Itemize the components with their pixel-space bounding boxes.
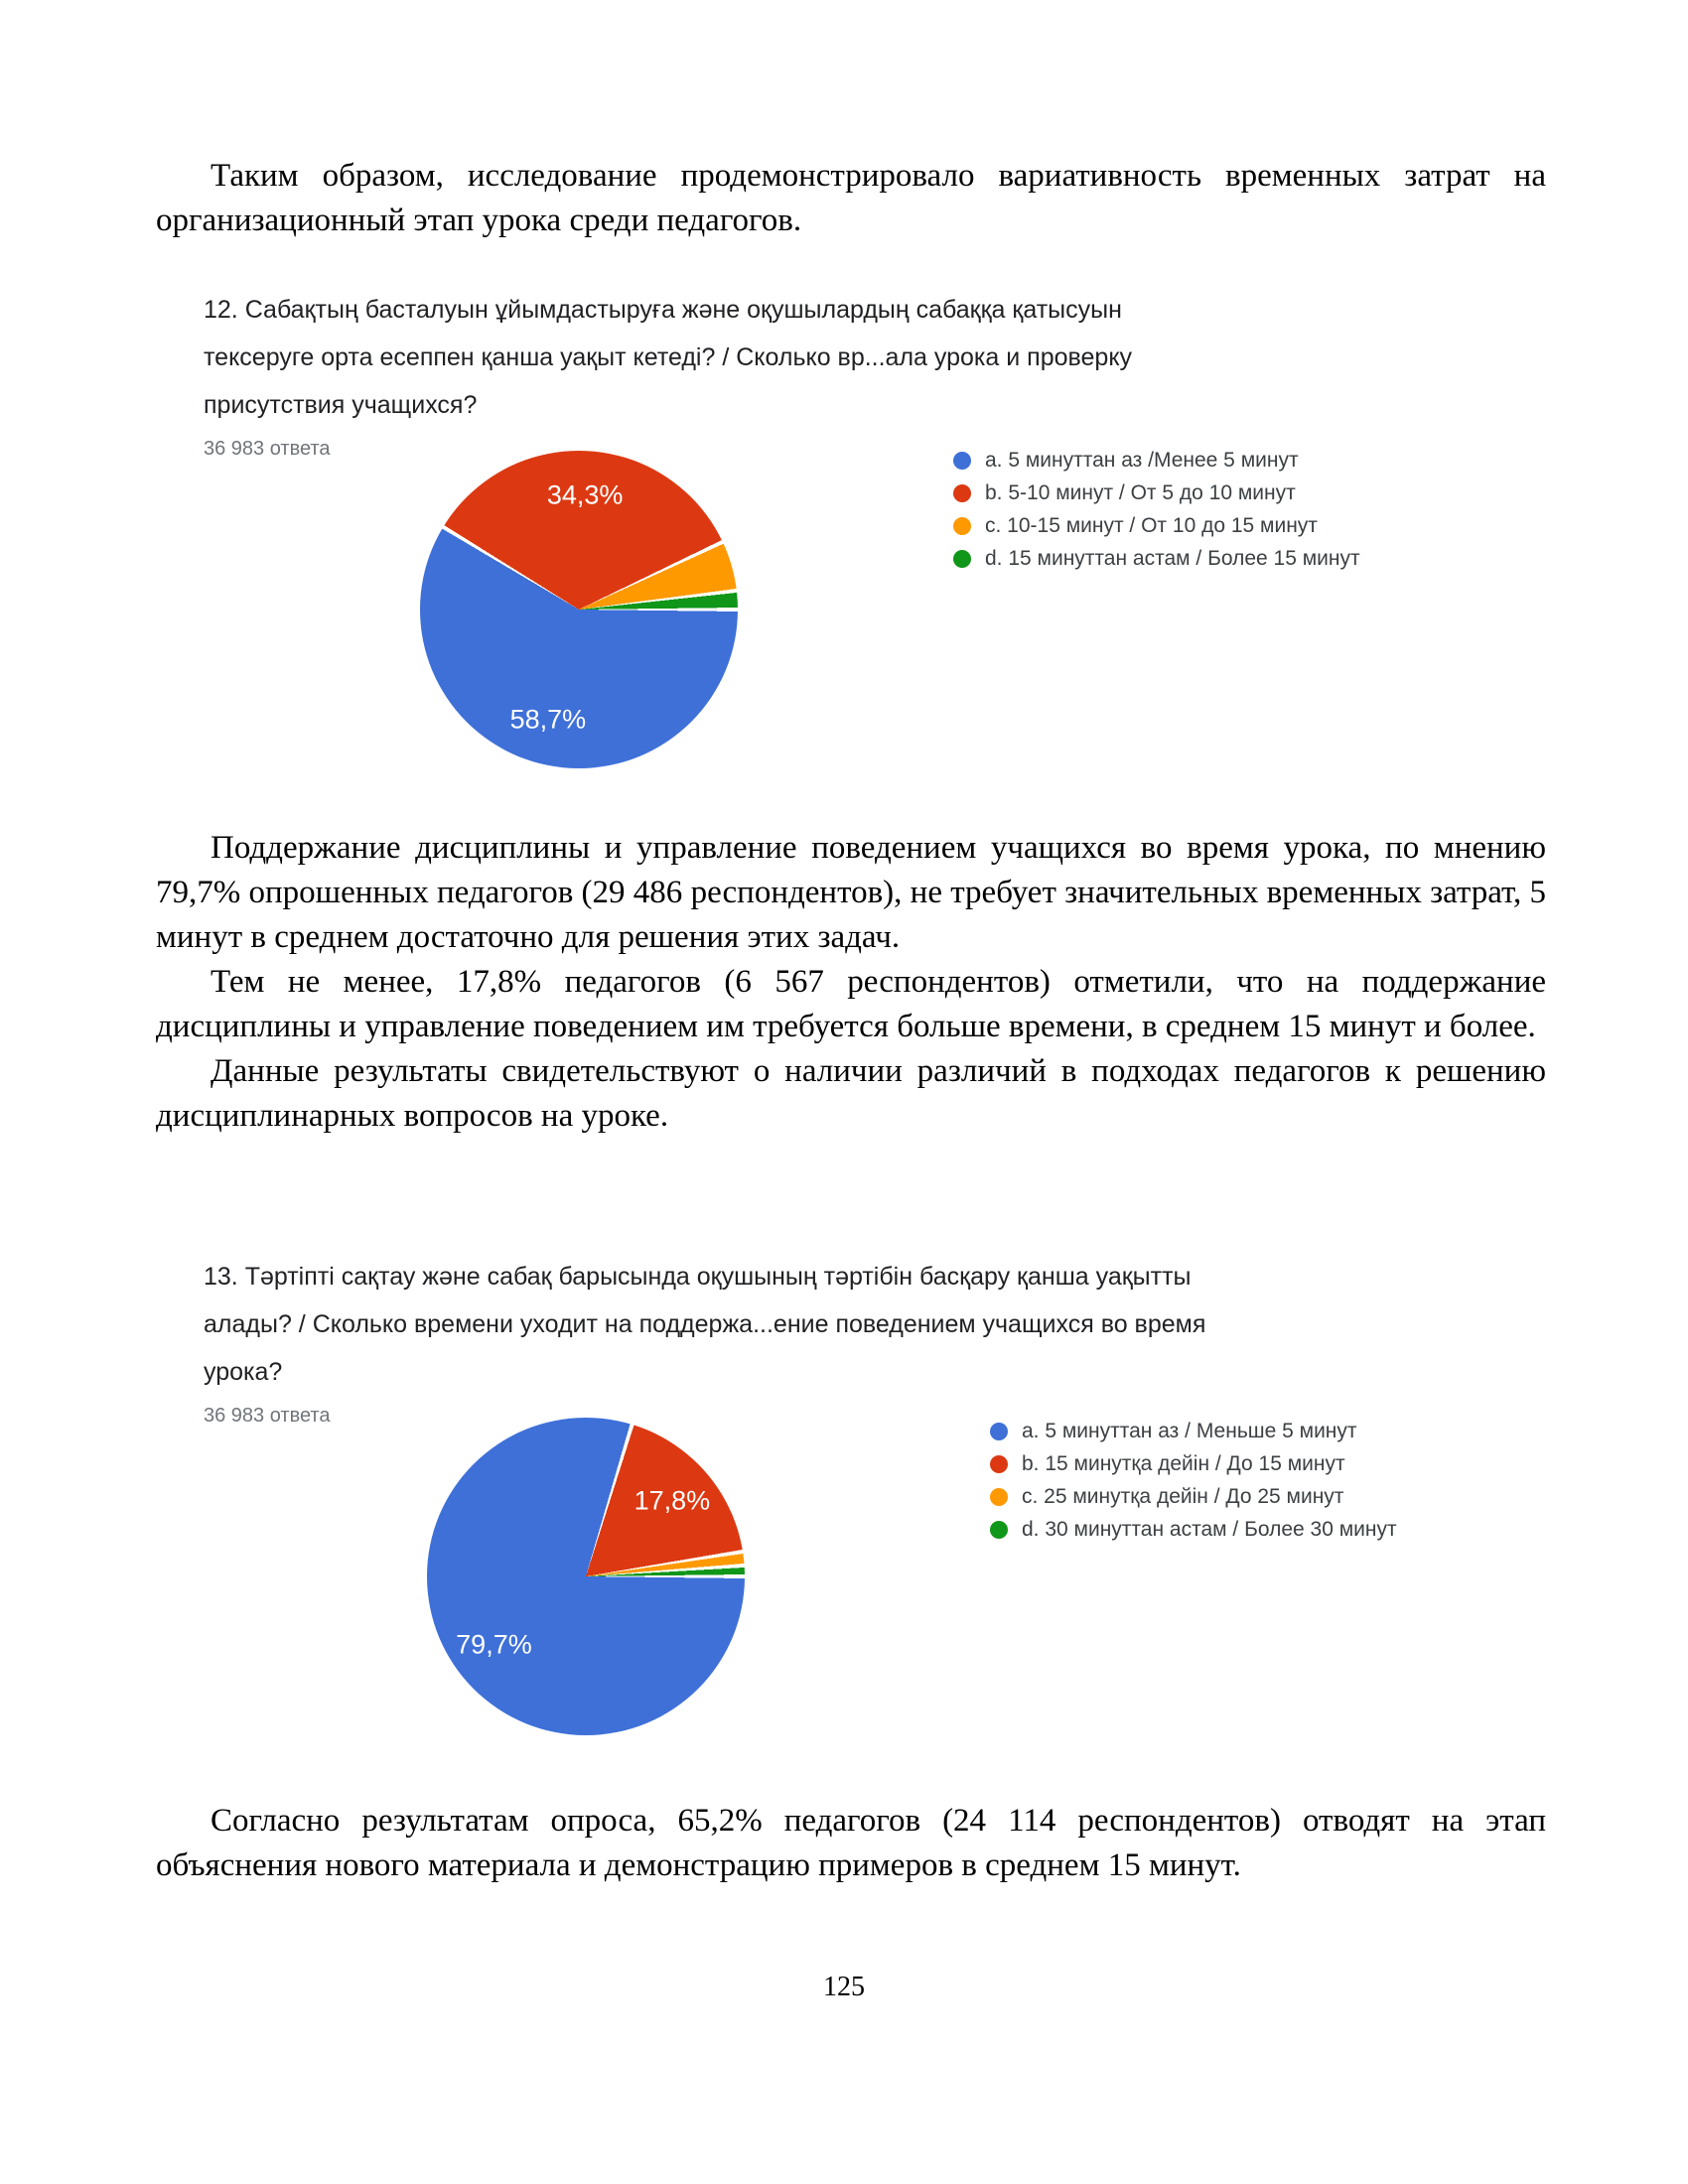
survey-chart-q12: 12. Сабақтың басталуын ұйымдастыруға жән… [204,286,1554,812]
chart-response-count: 36 983 ответа [204,438,331,460]
pie-slice-label: 58,7% [509,704,587,735]
legend-label: d. 30 минуттан астам / Более 30 минут [1022,1518,1397,1541]
legend-label: c. 10-15 минут / От 10 до 15 минут [985,514,1318,537]
legend-color-dot [953,484,971,502]
pie-slice-label: 34,3% [546,479,624,510]
legend-item: c. 10-15 минут / От 10 до 15 минут [953,514,1360,537]
pie-chart: 58,7% 34,3% [420,451,738,768]
legend-label: a. 5 минуттан аз / Меньше 5 минут [1022,1420,1357,1442]
legend-color-dot [990,1423,1008,1440]
legend-color-dot [990,1521,1008,1539]
legend-color-dot [953,550,971,568]
legend-color-dot [990,1455,1008,1473]
paragraph: Поддержание дисциплины и управление пове… [156,830,1546,955]
legend-item: d. 30 минуттан астам / Более 30 минут [990,1518,1397,1541]
closing-paragraph-block: Согласно результатам опроса, 65,2% педаг… [156,1799,1546,1888]
legend-label: b. 15 минутқа дейін / До 15 минут [1022,1452,1345,1475]
legend-item: d. 15 минуттан астам / Более 15 минут [953,547,1360,570]
survey-chart-q13: 13. Тәртіпті сақтау және сабақ барысында… [204,1253,1554,1779]
legend-color-dot [953,517,971,535]
chart-response-count: 36 983 ответа [204,1405,331,1427]
legend-item: a. 5 минуттан аз /Менее 5 минут [953,449,1360,472]
legend-item: b. 15 минутқа дейін / До 15 минут [990,1452,1397,1475]
legend-label: c. 25 минутқа дейін / До 25 минут [1022,1485,1344,1508]
intro-paragraph-block: Таким образом, исследование продемонстри… [156,154,1546,243]
legend-label: a. 5 минуттан аз /Менее 5 минут [985,449,1299,472]
pie-slice-label: 17,8% [633,1485,711,1516]
legend-label: d. 15 минуттан астам / Более 15 минут [985,547,1360,570]
page-number: 125 [823,1972,865,2002]
pie-slice-label: 79,7% [456,1629,532,1660]
legend-item: c. 25 минутқа дейін / До 25 минут [990,1485,1397,1508]
body-paragraph-block: Поддержание дисциплины и управление пове… [156,826,1546,1139]
legend-item: a. 5 минуттан аз / Меньше 5 минут [990,1420,1397,1442]
paragraph: Данные результаты свидетельствуют о нали… [156,1053,1546,1134]
pie-chart: 79,7% 17,8% [427,1418,745,1735]
legend-label: b. 5-10 минут / От 5 до 10 минут [985,481,1296,504]
chart-question-title: 12. Сабақтың басталуын ұйымдастыруға жән… [204,296,1133,419]
chart-legend: a. 5 минуттан аз /Менее 5 минут b. 5-10 м… [953,449,1360,581]
paragraph: Таким образом, исследование продемонстри… [156,158,1546,238]
legend-color-dot [990,1488,1008,1506]
paragraph: Тем не менее, 17,8% педагогов (6 567 рес… [156,964,1546,1044]
chart-legend: a. 5 минуттан аз / Меньше 5 минут b. 15 м… [990,1420,1397,1552]
chart-question-title: 13. Тәртіпті сақтау және сабақ барысында… [204,1263,1206,1386]
legend-color-dot [953,452,971,470]
legend-item: b. 5-10 минут / От 5 до 10 минут [953,481,1360,504]
paragraph: Согласно результатам опроса, 65,2% педаг… [156,1803,1546,1883]
